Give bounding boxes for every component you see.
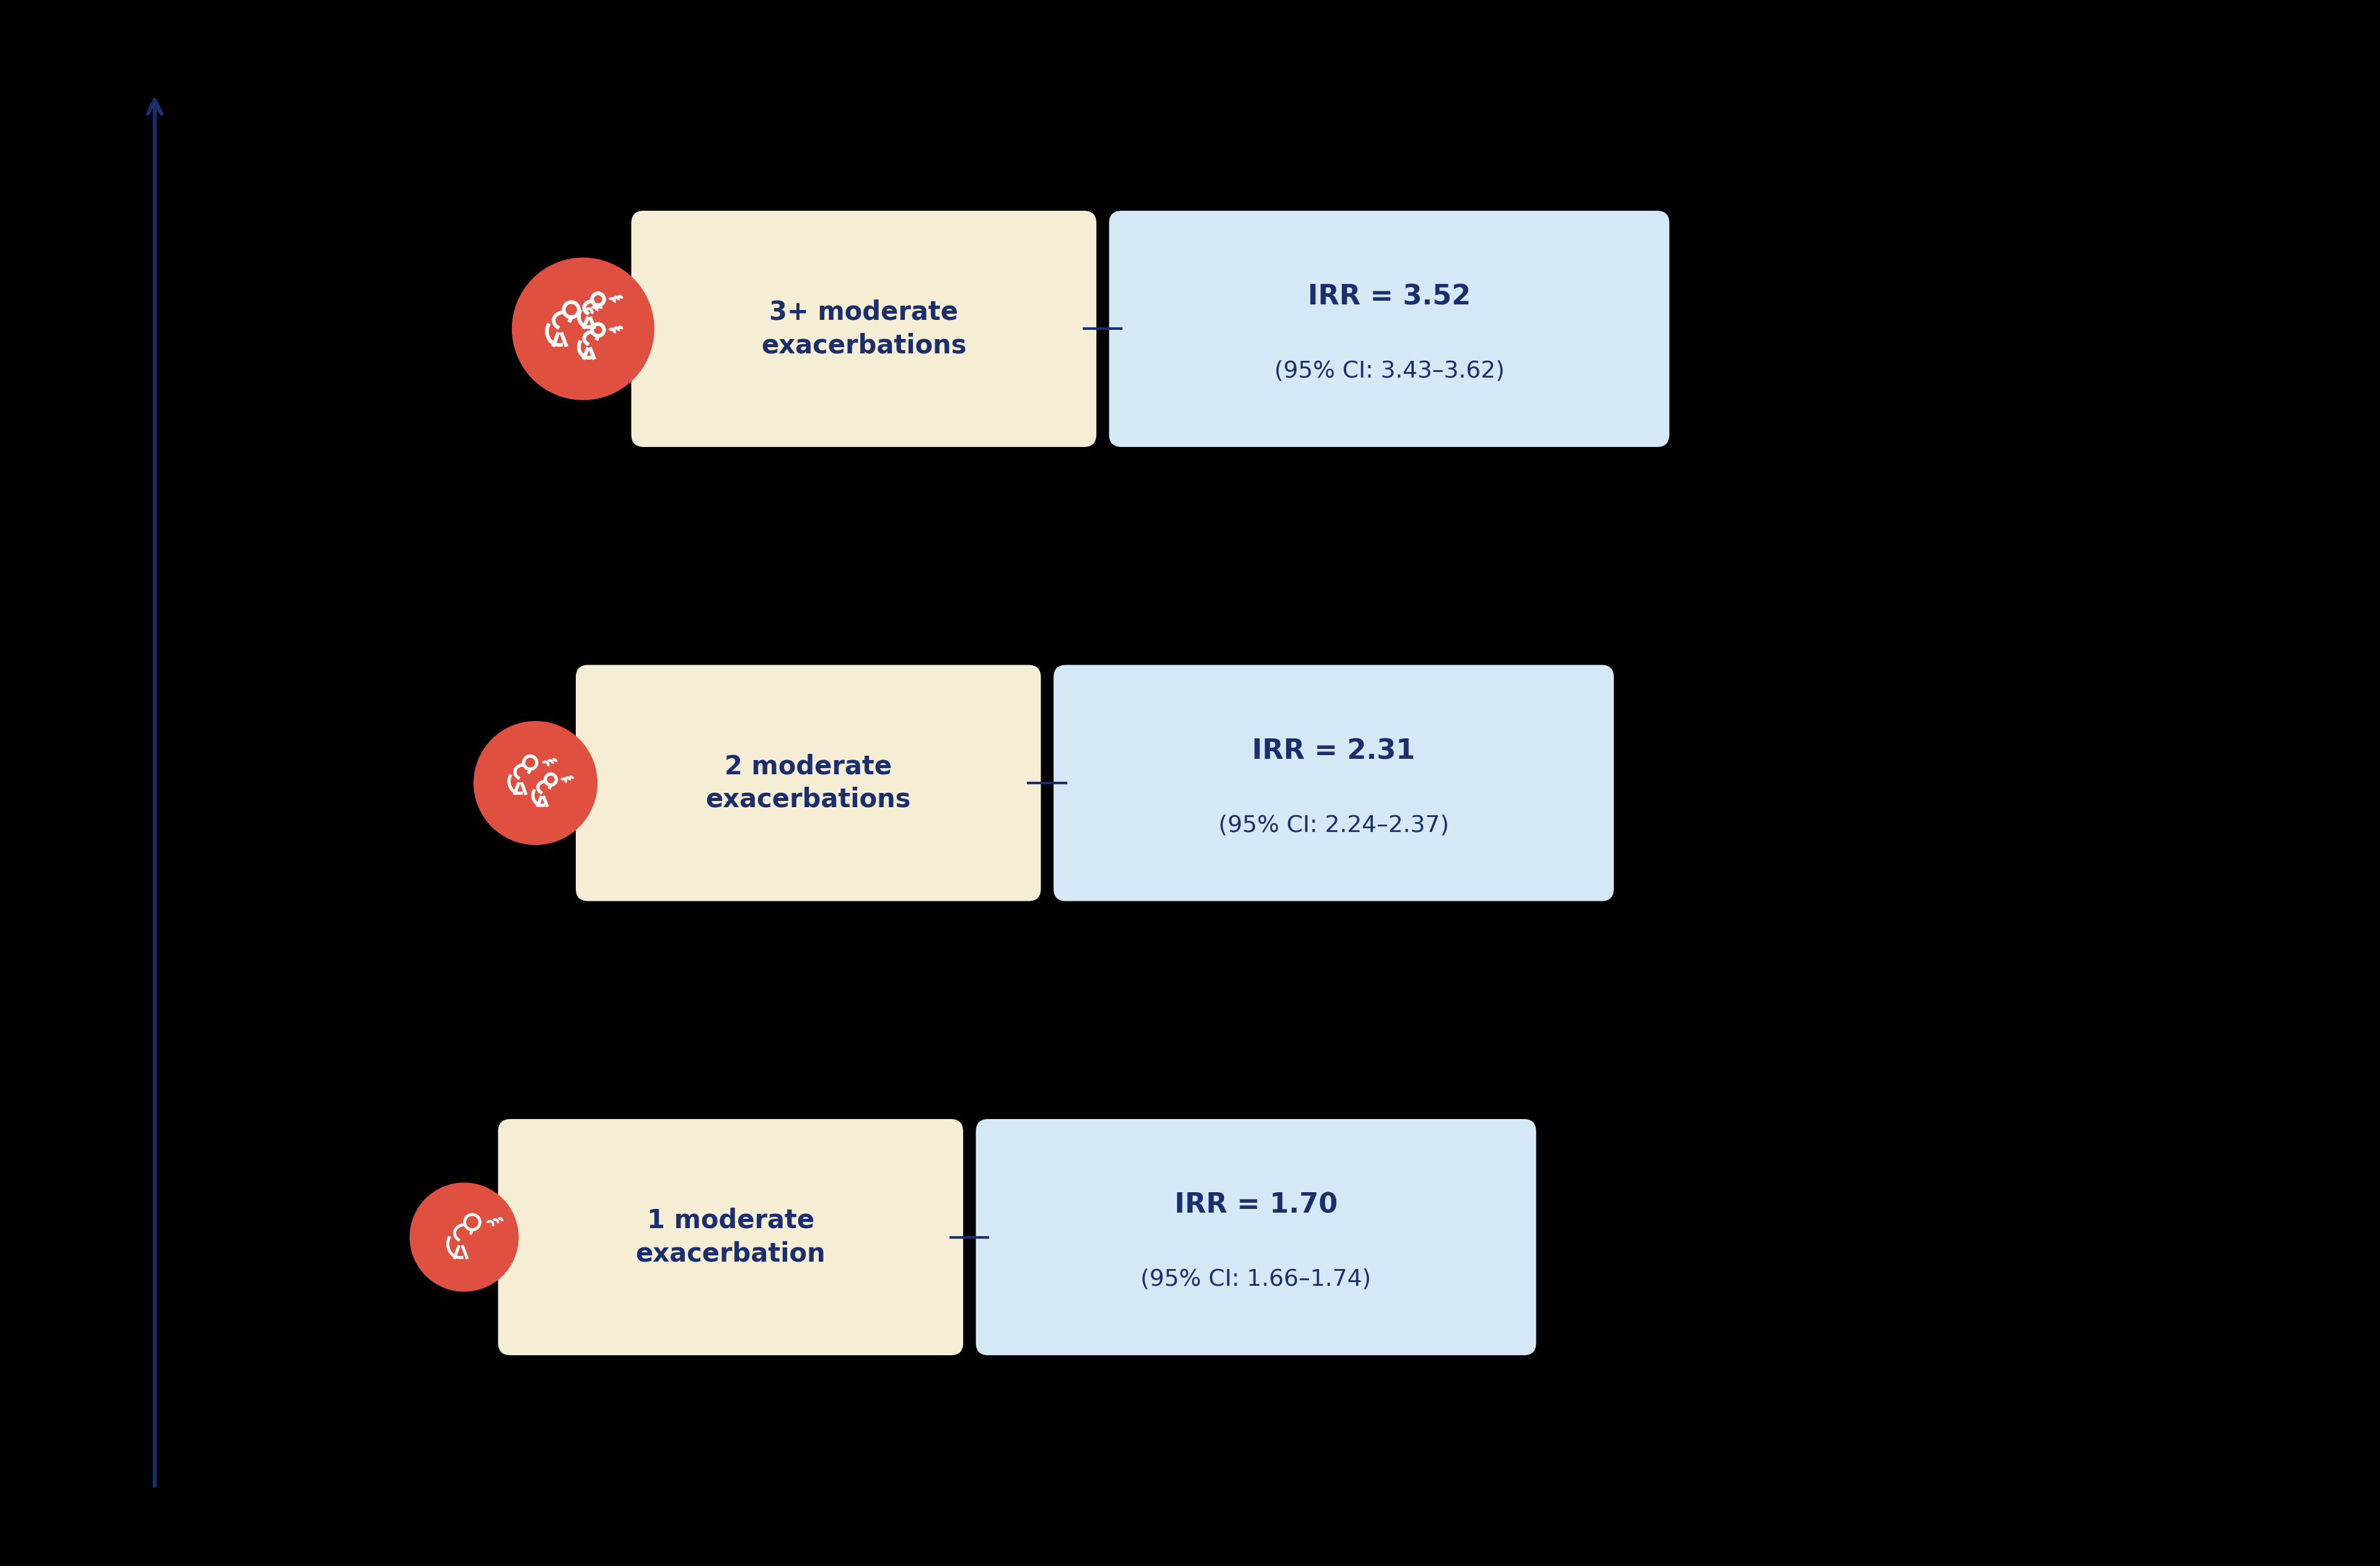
Text: (95% CI: 1.66–1.74): (95% CI: 1.66–1.74) (1140, 1268, 1371, 1290)
FancyBboxPatch shape (631, 211, 1097, 446)
Circle shape (409, 1182, 519, 1292)
Text: IRR = 1.70: IRR = 1.70 (1173, 1192, 1338, 1218)
FancyBboxPatch shape (1109, 211, 1668, 446)
Text: 3+ moderate
exacerbations: 3+ moderate exacerbations (762, 299, 966, 359)
FancyBboxPatch shape (1054, 666, 1614, 900)
FancyBboxPatch shape (497, 1120, 964, 1355)
Text: 2 moderate
exacerbations: 2 moderate exacerbations (704, 753, 912, 813)
Text: (95% CI: 2.24–2.37): (95% CI: 2.24–2.37) (1219, 814, 1449, 836)
Text: (95% CI: 3.43–3.62): (95% CI: 3.43–3.62) (1273, 360, 1504, 382)
Text: IRR = 2.31: IRR = 2.31 (1252, 738, 1416, 764)
FancyBboxPatch shape (576, 666, 1040, 900)
Circle shape (474, 720, 597, 846)
FancyBboxPatch shape (976, 1120, 1535, 1355)
Text: IRR = 3.52: IRR = 3.52 (1307, 283, 1471, 310)
Text: 1 moderate
exacerbation: 1 moderate exacerbation (635, 1207, 826, 1267)
Circle shape (512, 257, 654, 401)
